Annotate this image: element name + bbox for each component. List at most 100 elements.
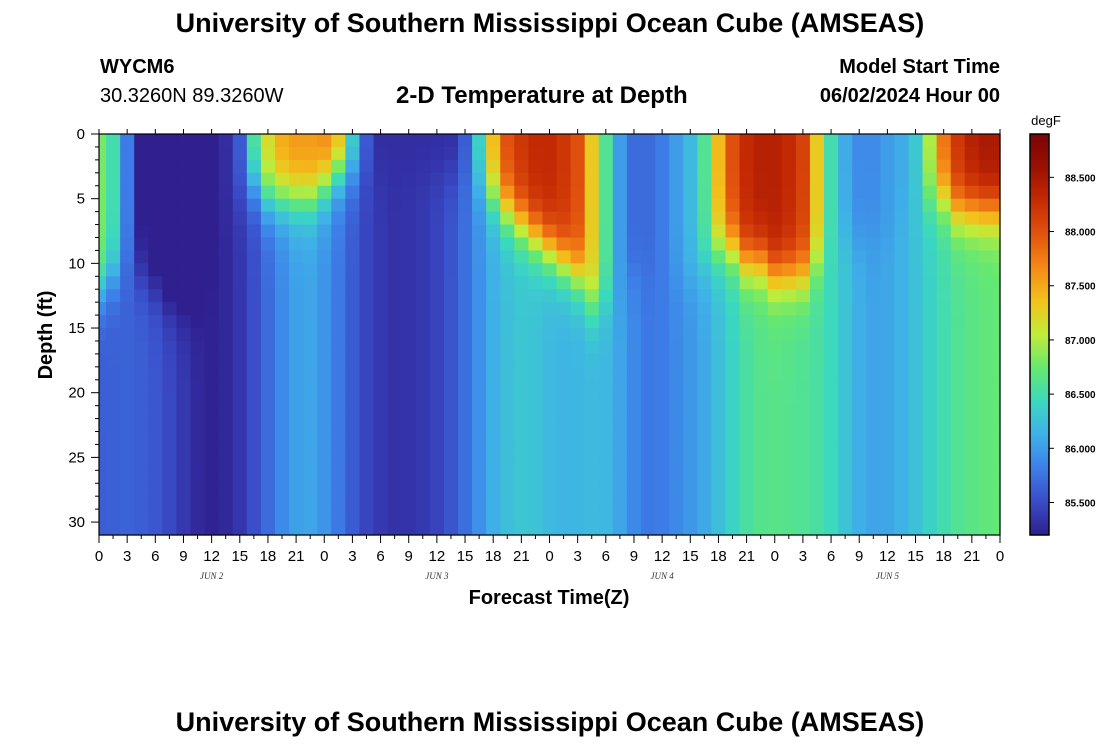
heatmap-cell <box>866 470 881 484</box>
heatmap-cell <box>612 172 628 187</box>
heatmap-cell <box>866 185 881 200</box>
heatmap-cell <box>176 431 192 446</box>
heatmap-cell <box>683 405 698 420</box>
heatmap-cell <box>457 457 473 471</box>
heatmap-cell <box>232 353 248 368</box>
heatmap-cell <box>246 496 262 510</box>
heatmap-cell <box>739 457 755 471</box>
heatmap-cell <box>922 392 938 407</box>
heatmap-cell <box>500 353 515 368</box>
heatmap-cell <box>767 302 783 316</box>
heatmap-cell <box>134 237 149 252</box>
heatmap-cell <box>626 457 642 471</box>
heatmap-cell <box>486 470 501 484</box>
heatmap-cell <box>964 340 980 355</box>
heatmap-cell <box>345 276 361 290</box>
heatmap-cell <box>697 185 712 200</box>
footer-title: University of Southern Mississippi Ocean… <box>175 707 925 737</box>
heatmap-cell <box>345 483 361 497</box>
heatmap-cell <box>528 172 544 187</box>
heatmap-cell <box>148 134 163 148</box>
heatmap-cell <box>303 431 318 446</box>
heatmap-cell <box>260 276 276 290</box>
heatmap-cell <box>218 250 234 264</box>
heatmap-cell <box>486 134 501 148</box>
heatmap-cell <box>978 237 994 252</box>
heatmap-cell <box>457 263 473 277</box>
heatmap-cell <box>528 431 544 446</box>
heatmap-cell <box>528 366 544 381</box>
heatmap-cell <box>767 315 783 329</box>
heatmap-cell <box>781 457 797 471</box>
heatmap-cell <box>176 185 192 200</box>
heatmap-cell <box>176 418 192 433</box>
heatmap-cell <box>570 211 586 226</box>
heatmap-cell <box>922 328 938 342</box>
heatmap-cell <box>626 134 642 148</box>
heatmap-cell <box>148 522 163 536</box>
y-tick-label: 0 <box>77 126 85 143</box>
heatmap-cell <box>655 302 670 316</box>
heatmap-cell <box>331 211 346 226</box>
heatmap-cell <box>711 289 727 303</box>
heatmap-cell <box>176 302 192 316</box>
heatmap-cell <box>936 457 952 471</box>
heatmap-cell <box>472 315 487 329</box>
heatmap-cell <box>162 392 178 407</box>
heatmap-cell <box>570 198 586 213</box>
heatmap-cell <box>274 276 290 290</box>
heatmap-cell <box>781 198 797 213</box>
heatmap-cell <box>880 289 896 303</box>
heatmap-cell <box>683 392 698 407</box>
heatmap-cell <box>457 328 473 342</box>
heatmap-cell <box>556 263 572 277</box>
heatmap-cell <box>964 237 980 252</box>
heatmap-cell <box>190 496 206 510</box>
heatmap-cell <box>134 340 149 355</box>
heatmap-cell <box>415 353 431 368</box>
heatmap-cell <box>457 224 473 239</box>
heatmap-cell <box>218 185 234 200</box>
heatmap-cell <box>542 250 558 264</box>
heatmap-cell <box>978 159 994 174</box>
heatmap-cell <box>401 172 417 187</box>
x-tick-label: 21 <box>738 548 755 565</box>
heatmap-cell <box>922 211 938 226</box>
heatmap-cell <box>964 302 980 316</box>
heatmap-cell <box>274 289 290 303</box>
heatmap-cell <box>809 315 825 329</box>
heatmap-cell <box>584 470 600 484</box>
heatmap-cell <box>387 366 403 381</box>
heatmap-cell <box>570 509 586 523</box>
heatmap-cell <box>894 159 910 174</box>
heatmap-cell <box>373 457 389 471</box>
heatmap-cell <box>641 146 656 161</box>
heatmap-cell <box>218 276 234 290</box>
heatmap-cell <box>978 418 994 433</box>
heatmap-cell <box>415 418 431 433</box>
heatmap-cell <box>683 431 698 446</box>
heatmap-cell <box>683 444 698 458</box>
heatmap-cell <box>99 276 107 290</box>
heatmap-cell <box>528 276 544 290</box>
heatmap-cell <box>148 302 163 316</box>
heatmap-cell <box>190 431 206 446</box>
heatmap-cell <box>852 444 867 458</box>
heatmap-cell <box>725 315 741 329</box>
heatmap-cell <box>162 379 178 394</box>
heatmap-cell <box>401 289 417 303</box>
heatmap-cell <box>106 405 121 420</box>
heatmap-cell <box>176 496 192 510</box>
heatmap-cell <box>922 289 938 303</box>
heatmap-cell <box>120 224 135 239</box>
heatmap-cell <box>542 146 558 161</box>
heatmap-cell <box>880 509 896 523</box>
heatmap-cell <box>373 444 389 458</box>
heatmap-cell <box>992 134 1001 148</box>
heatmap-cell <box>317 146 332 161</box>
heatmap-cell <box>669 405 684 420</box>
heatmap-cell <box>767 379 783 394</box>
heatmap-cell <box>950 146 966 161</box>
heatmap-cell <box>472 146 487 161</box>
heatmap-cell <box>218 289 234 303</box>
